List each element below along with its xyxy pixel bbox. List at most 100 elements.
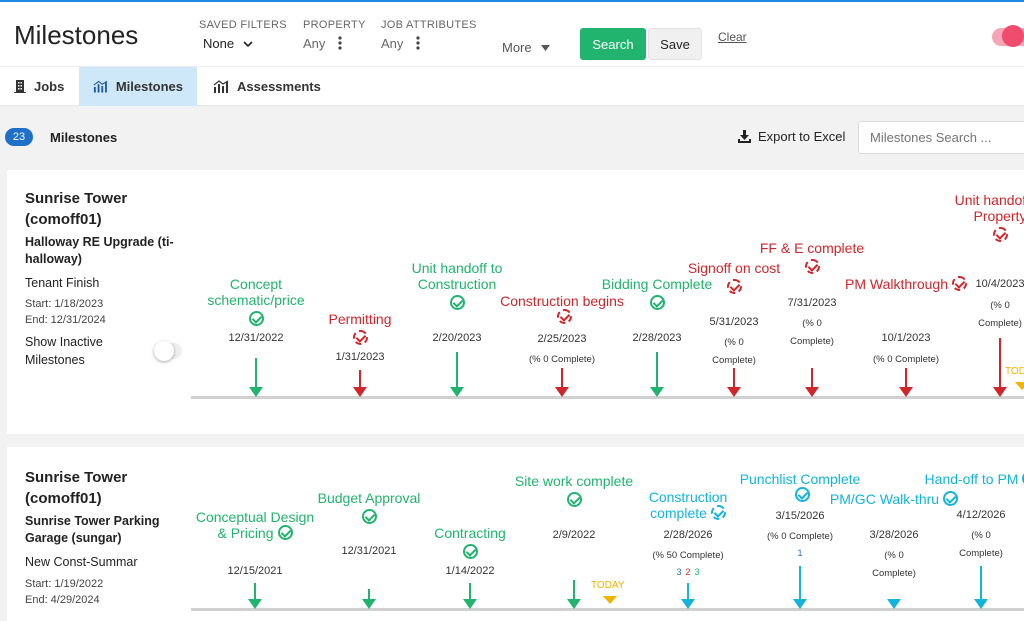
arrow-stem — [980, 566, 982, 600]
milestone-date: 5/31/2023 — [709, 316, 759, 328]
job-end-date: End: 4/29/2024 — [25, 594, 100, 606]
arrow-stem — [359, 370, 361, 388]
milestone-name[interactable]: Bidding Complete — [592, 276, 722, 310]
arrow-head — [899, 387, 913, 397]
milestone-name[interactable]: FF & E complete — [747, 240, 877, 274]
tab-milestones[interactable]: Milestones — [79, 67, 197, 106]
arrow-head — [727, 387, 741, 397]
tab-milestones-label: Milestones — [115, 79, 183, 94]
milestone-percent-complete: (% 0 Complete) — [873, 354, 939, 365]
job-name: Sunrise Tower (comoff01) — [25, 469, 128, 507]
milestone-date: 10/4/2023 — [975, 278, 1024, 290]
milestone-date: 2/28/2023 — [632, 332, 682, 344]
arrow-stem — [687, 583, 689, 600]
arrow-head — [650, 387, 664, 397]
clear-link[interactable]: Clear — [718, 30, 747, 44]
job-card: Sunrise Tower (comoff01) Sunrise Tower P… — [7, 447, 1024, 621]
more-filters-dropdown[interactable]: More — [502, 40, 551, 55]
milestone-name[interactable]: Permitting — [295, 311, 425, 345]
job-attributes-value: Any — [381, 36, 404, 51]
property-filter[interactable]: Any — [303, 36, 343, 51]
status-check-icon — [726, 279, 742, 294]
milestone-name[interactable]: Construction complete — [623, 489, 753, 521]
milestone-name[interactable]: PM/GC Walk-thru — [829, 491, 959, 507]
milestone-label: Signoff on cost — [687, 260, 781, 276]
milestone-name[interactable]: Unit handoff to Property — [935, 192, 1024, 242]
toggle-knob — [154, 341, 174, 361]
arrow-head — [249, 387, 263, 397]
milestones-search-input[interactable] — [858, 121, 1024, 154]
milestone-name[interactable]: Budget Approval — [304, 490, 434, 524]
export-to-excel-button[interactable]: Export to Excel — [738, 129, 845, 144]
save-button[interactable]: Save — [648, 28, 702, 60]
status-check-icon — [248, 311, 264, 326]
milestone-date: 7/31/2023 — [787, 297, 837, 309]
arrow-head — [248, 599, 262, 609]
milestone-percent-complete: (% 0 Complete) — [712, 337, 756, 366]
milestone-label: Concept schematic/price — [207, 276, 305, 308]
milestone-date: 4/12/2026 — [956, 509, 1006, 521]
milestone-count-badge: 23 — [5, 128, 33, 146]
job-project: Sunrise Tower Parking Garage (sungar) — [25, 514, 160, 545]
status-check-icon — [804, 259, 820, 274]
milestone-name[interactable]: Construction begins — [497, 293, 627, 325]
milestone-label: Budget Approval — [317, 490, 421, 506]
task-count: 3 — [676, 567, 682, 577]
status-check-icon — [277, 525, 293, 540]
page-title: Milestones — [14, 20, 139, 50]
arrow-stem — [561, 368, 563, 388]
saved-filters-dropdown[interactable]: None — [203, 36, 253, 51]
milestone-label: Permitting — [328, 311, 392, 327]
today-marker — [603, 596, 617, 604]
milestone-label: Unit handoff to Property — [954, 192, 1024, 224]
arrow-stem — [999, 338, 1001, 388]
tab-assessments[interactable]: Assessments — [199, 67, 335, 106]
job-name: Sunrise Tower (comoff01) — [25, 190, 128, 228]
status-check-icon — [462, 544, 478, 559]
milestone-date: 1/14/2022 — [445, 565, 495, 577]
search-button[interactable]: Search — [580, 28, 646, 60]
milestone-name[interactable]: PM Walkthrough — [841, 276, 971, 292]
milestone-label: Site work complete — [514, 473, 634, 489]
milestone-percent-complete: (% 0 Complete) — [959, 530, 1003, 559]
status-check-icon — [449, 295, 465, 310]
job-attributes-filter[interactable]: Any — [381, 36, 421, 51]
milestone-percent-complete: (% 0 Complete) — [978, 300, 1022, 329]
arrow-stem — [368, 589, 370, 600]
milestone-name[interactable]: Concept schematic/price — [191, 276, 321, 326]
property-filter-value: Any — [303, 36, 326, 51]
milestone-label: Unit handoff to Construction — [411, 260, 503, 292]
status-check-icon — [794, 487, 810, 502]
milestone-label: Hand-off to PM — [924, 471, 1019, 487]
arrow-head — [362, 599, 376, 609]
milestone-name[interactable]: Signoff on cost — [669, 260, 799, 294]
milestone-label: Contracting — [434, 525, 506, 541]
arrow-stem — [799, 566, 801, 600]
milestone-name[interactable]: Site work complete — [509, 473, 639, 507]
view-toggle[interactable] — [992, 25, 1024, 47]
milestone-label: Construction begins — [500, 293, 624, 309]
milestone-name[interactable]: Conceptual Design & Pricing — [190, 509, 320, 541]
arrow-stem — [255, 358, 257, 388]
milestone-date: 1/31/2023 — [335, 351, 385, 363]
today-marker-label: TODAY — [591, 580, 625, 591]
milestone-date: 2/25/2023 — [537, 333, 587, 345]
tab-jobs-label: Jobs — [34, 79, 65, 94]
show-inactive-toggle[interactable] — [154, 341, 182, 361]
arrow-stem — [656, 352, 658, 388]
status-check-icon — [352, 330, 368, 345]
milestone-label: Bidding Complete — [601, 276, 713, 292]
job-start-date: Start: 1/18/2023 — [25, 298, 104, 310]
milestone-name[interactable]: Unit handoff to Construction — [392, 260, 522, 310]
arrow-stem — [254, 583, 256, 600]
building-icon — [14, 80, 26, 93]
milestone-name[interactable]: Hand-off to PM — [916, 471, 1024, 487]
tab-jobs[interactable]: Jobs — [0, 67, 78, 106]
timeline-axis — [191, 608, 1024, 611]
milestone-date: 2/9/2022 — [552, 529, 596, 541]
milestone-percent-complete: (% 0 Complete) — [767, 531, 833, 542]
job-card: Sunrise Tower (comoff01) Halloway RE Upg… — [7, 170, 1024, 434]
saved-filters-value: None — [203, 36, 235, 51]
milestone-name[interactable]: Punchlist Complete — [735, 471, 865, 503]
milestone-name[interactable]: Contracting — [405, 525, 535, 559]
